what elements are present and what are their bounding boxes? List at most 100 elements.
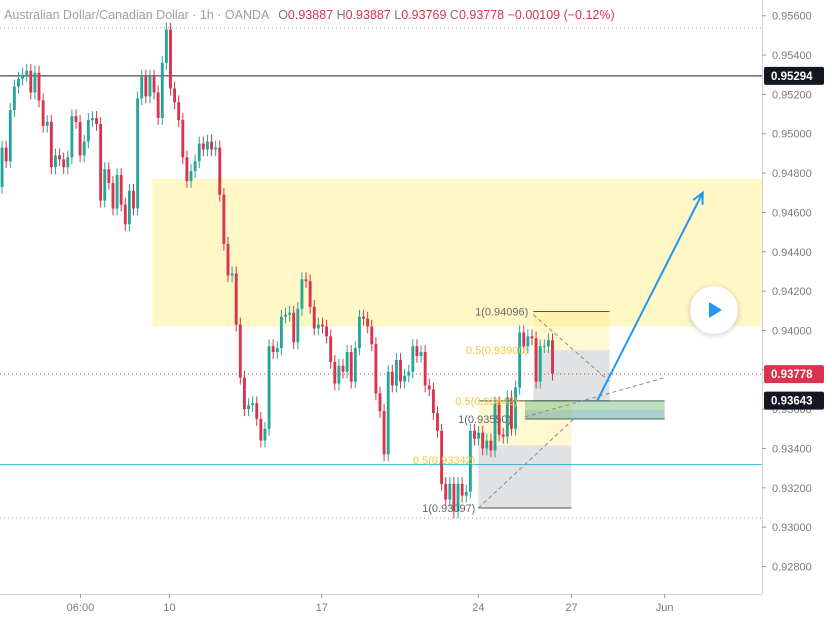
candle [419,352,423,357]
candle [477,432,481,439]
candle [296,308,300,343]
candle [181,119,185,158]
change-value: −0.00109 (−0.12%) [507,8,615,22]
candle [436,413,439,431]
play-button[interactable] [690,286,738,334]
symbol-title: Australian Dollar/Canadian Dollar · 1h ·… [4,8,269,22]
candle [201,143,205,150]
candle [497,403,501,435]
candle [251,403,255,406]
candle [90,118,94,120]
candle [66,157,70,168]
candle [189,171,193,181]
candle [341,365,345,372]
candle [45,121,49,126]
candle [415,346,419,357]
candle [152,76,156,93]
candle [33,72,37,93]
candle [304,279,308,282]
forecast-arrow-layer [596,190,704,402]
candle [136,98,140,209]
candle [509,397,513,429]
candle [197,143,201,162]
candle [460,483,464,496]
candle [86,119,90,142]
candle [54,155,57,168]
candle [0,147,4,187]
candle [444,483,448,500]
candle [448,483,452,500]
candle [505,397,509,437]
candle [140,76,144,99]
candle [440,430,444,484]
candle [259,418,263,441]
fib-box-upper [533,311,610,351]
price-tick-label: 0.93000 [772,522,812,534]
candle [534,338,538,382]
candle [378,393,382,412]
chart-header: Australian Dollar/Canadian Dollar · 1h ·… [4,8,615,22]
candle [514,387,517,429]
price-tick-label: 0.93400 [772,443,812,455]
fib-label: 0.5(0.93642) [455,396,517,408]
close-label: C [449,8,459,22]
candle [99,123,103,201]
candle [279,316,283,349]
candle [185,157,189,181]
candle [407,371,411,376]
candle [300,279,304,309]
price-tick-label: 0.95000 [772,129,812,141]
candle [473,430,476,439]
candle [366,318,370,327]
candle [358,316,361,349]
candle [464,491,468,496]
candle [255,403,259,419]
candle [62,159,66,168]
price-tick-label: 0.94400 [772,247,812,259]
candle [288,312,292,315]
candle [362,316,365,319]
candle [349,352,353,382]
candle [17,78,20,87]
candle [82,141,86,156]
price-tick-label: 0.95600 [772,11,812,23]
time-tick-label: 06:00 [67,602,95,614]
price-label: 0.93643 [771,396,813,408]
candle [230,273,234,276]
forecast-arrowhead [692,190,704,205]
candle [386,371,390,455]
low-value: 0.93769 [401,8,447,22]
candle [382,411,386,455]
dashed-trendline [478,416,577,509]
candle [58,155,62,160]
price-label: 0.93778 [771,369,813,381]
price-label: 0.95294 [771,71,813,83]
candle [156,92,160,119]
candle [399,359,402,382]
candle [493,403,497,451]
price-tick-label: 0.94800 [772,168,812,180]
candle [214,147,218,150]
candle [70,116,74,158]
candle [25,70,29,75]
fib-label: 1(0.94096) [475,307,528,319]
fib-box-lower [478,445,572,509]
candle [119,175,123,205]
fib-box-highlight [524,400,665,419]
candle [518,332,522,388]
candle [481,432,485,449]
fib-label: 1(0.93550) [458,414,511,426]
candle [169,29,172,89]
price-tick-label: 0.95400 [772,50,812,62]
candle [210,141,213,150]
candle [41,100,45,126]
candle [238,324,242,378]
price-axis-bg [762,0,832,622]
time-axis-bg [0,594,832,622]
candle [271,346,275,353]
price-tick-label: 0.94000 [772,325,812,337]
candle [292,312,296,343]
candle [526,336,530,347]
